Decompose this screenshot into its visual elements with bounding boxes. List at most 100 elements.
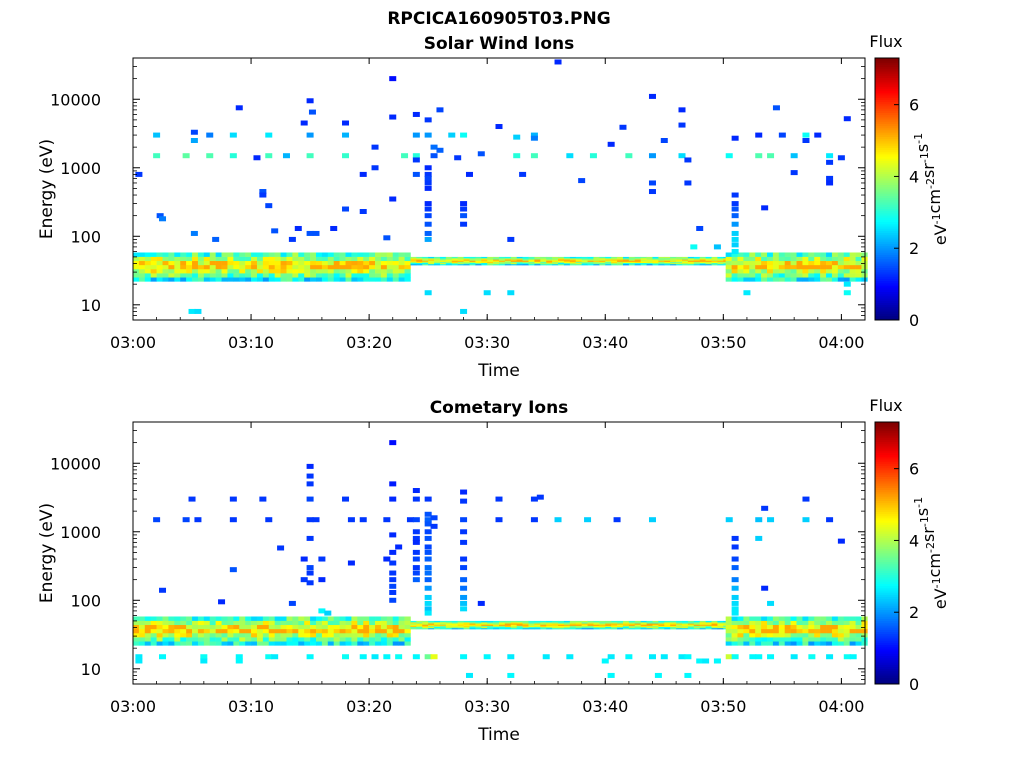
band-cell	[546, 261, 553, 264]
colorbar-segment	[875, 293, 899, 297]
band-cell	[215, 256, 222, 262]
band-cell	[457, 622, 464, 624]
band-cell	[327, 273, 335, 278]
band-cell	[634, 623, 641, 625]
band-cell	[345, 637, 352, 642]
colorbar-segment	[875, 653, 899, 657]
band-cell	[251, 624, 258, 630]
band-cell	[215, 268, 222, 274]
band-cell	[357, 641, 364, 646]
band-cell	[634, 627, 641, 630]
band-cell	[180, 616, 187, 621]
band-cell	[528, 260, 535, 262]
x-tick-label: 04:00	[818, 333, 864, 352]
band-cell	[546, 625, 553, 628]
band-cell	[699, 620, 706, 623]
figure-title: RPCICA160905T03.PNG	[387, 9, 610, 29]
y-tick-label: 10000	[50, 90, 101, 109]
data-cell	[229, 132, 237, 138]
band-cell	[251, 620, 258, 626]
band-cell	[434, 627, 441, 630]
band-cell	[487, 623, 494, 625]
band-cell	[345, 620, 352, 626]
band-cell	[274, 637, 281, 642]
band-cell	[499, 624, 506, 626]
colorbar-segment	[875, 590, 899, 593]
band-cell	[563, 258, 571, 260]
band-cell	[855, 268, 862, 274]
data-cell	[849, 654, 857, 660]
data-cell	[660, 138, 668, 143]
data-cell	[843, 290, 851, 296]
band-cell	[156, 628, 163, 634]
band-cell	[855, 252, 862, 257]
band-cell	[652, 260, 659, 262]
colorbar-unit-label: eV-1cm-2sr-1s-1	[912, 497, 950, 609]
band-cell	[321, 637, 329, 642]
band-cell	[197, 252, 205, 257]
band-cell	[761, 252, 768, 257]
colorbar-segment	[875, 544, 899, 547]
colorbar-segment	[875, 114, 899, 118]
band-cell	[304, 277, 311, 282]
band-cell	[439, 261, 447, 264]
band-cell	[180, 628, 187, 634]
band-cell	[327, 260, 335, 266]
colorbar-segment	[875, 241, 899, 244]
band-cell	[469, 622, 476, 624]
colorbar-segment	[875, 158, 899, 162]
data-cell	[371, 165, 379, 171]
band-cell	[203, 624, 211, 630]
band-cell	[345, 273, 352, 278]
band-cell	[162, 641, 169, 646]
band-cell	[351, 256, 358, 262]
band-cell	[767, 637, 774, 642]
band-cell	[363, 256, 370, 262]
band-cell	[180, 260, 187, 266]
band-cell	[451, 624, 458, 626]
x-tick-label: 03:10	[228, 333, 274, 352]
colorbar-segment	[875, 483, 899, 486]
band-cell	[540, 623, 547, 625]
band-cell	[575, 622, 582, 624]
band-cell	[705, 263, 712, 266]
band-cell	[286, 256, 293, 262]
band-cell	[428, 258, 435, 260]
band-cell	[475, 256, 482, 259]
colorbar-segment	[875, 542, 899, 545]
data-cell	[725, 153, 733, 159]
band-cell	[699, 259, 706, 261]
data-cell	[200, 654, 208, 660]
band-cell	[280, 260, 287, 266]
band-cell	[256, 624, 264, 630]
band-cell	[802, 256, 809, 262]
band-cell	[487, 262, 494, 265]
band-cell	[404, 264, 411, 270]
colorbar-segment	[875, 317, 899, 321]
band-cell	[310, 264, 317, 270]
band-cell	[292, 637, 299, 642]
band-cell	[410, 263, 417, 266]
colorbar-segment	[875, 675, 899, 678]
band-cell	[784, 252, 791, 257]
band-cell	[221, 616, 228, 621]
colorbar-segment	[875, 618, 899, 622]
band-cell	[837, 637, 845, 642]
band-cell	[162, 264, 169, 270]
band-cell	[682, 625, 689, 628]
band-cell	[575, 623, 582, 625]
band-cell	[481, 260, 488, 262]
band-cell	[192, 260, 199, 266]
band-cell	[849, 620, 856, 626]
band-cell	[587, 622, 594, 624]
band-cell	[292, 632, 299, 638]
band-cell	[767, 256, 774, 262]
data-cell	[731, 594, 739, 600]
band-cell	[826, 277, 833, 282]
band-cell	[552, 258, 559, 260]
band-cell	[808, 616, 815, 621]
band-cell	[755, 616, 762, 621]
band-cell	[593, 259, 600, 261]
colorbar-segment	[875, 528, 899, 532]
band-cell	[327, 256, 335, 262]
